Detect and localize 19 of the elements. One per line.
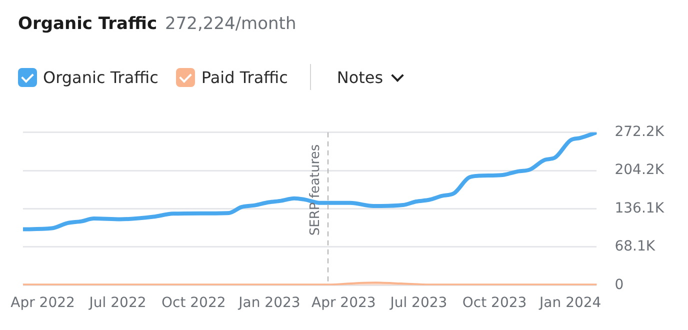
y-tick-label: 204.2K <box>614 162 665 178</box>
legend-label: Paid Traffic <box>201 68 288 86</box>
x-tick-label: Jul 2023 <box>389 295 448 312</box>
x-tick-label: Apr 2023 <box>312 295 376 312</box>
y-tick-label: 272.2K <box>614 124 665 140</box>
x-tick-label: Apr 2022 <box>10 295 75 312</box>
x-tick-label: Jan 2023 <box>238 295 300 312</box>
x-tick-label: Oct 2022 <box>161 295 226 312</box>
chart-subtitle: 272,224/month <box>165 14 296 34</box>
ref-line-label: SERP features <box>308 144 323 236</box>
x-tick-label: Jul 2022 <box>88 295 146 312</box>
text: Notes <box>336 68 384 86</box>
x-tick-label: Jan 2024 <box>538 295 602 312</box>
legend-label: Organic Traffic <box>43 68 158 86</box>
y-tick-label: 0 <box>614 276 624 293</box>
chart-title: Organic Traffic <box>18 14 158 34</box>
x-tick-label: Oct 2023 <box>462 295 527 312</box>
y-tick-label: 136.1K <box>614 200 665 216</box>
y-tick-label: 68.1K <box>614 238 656 255</box>
